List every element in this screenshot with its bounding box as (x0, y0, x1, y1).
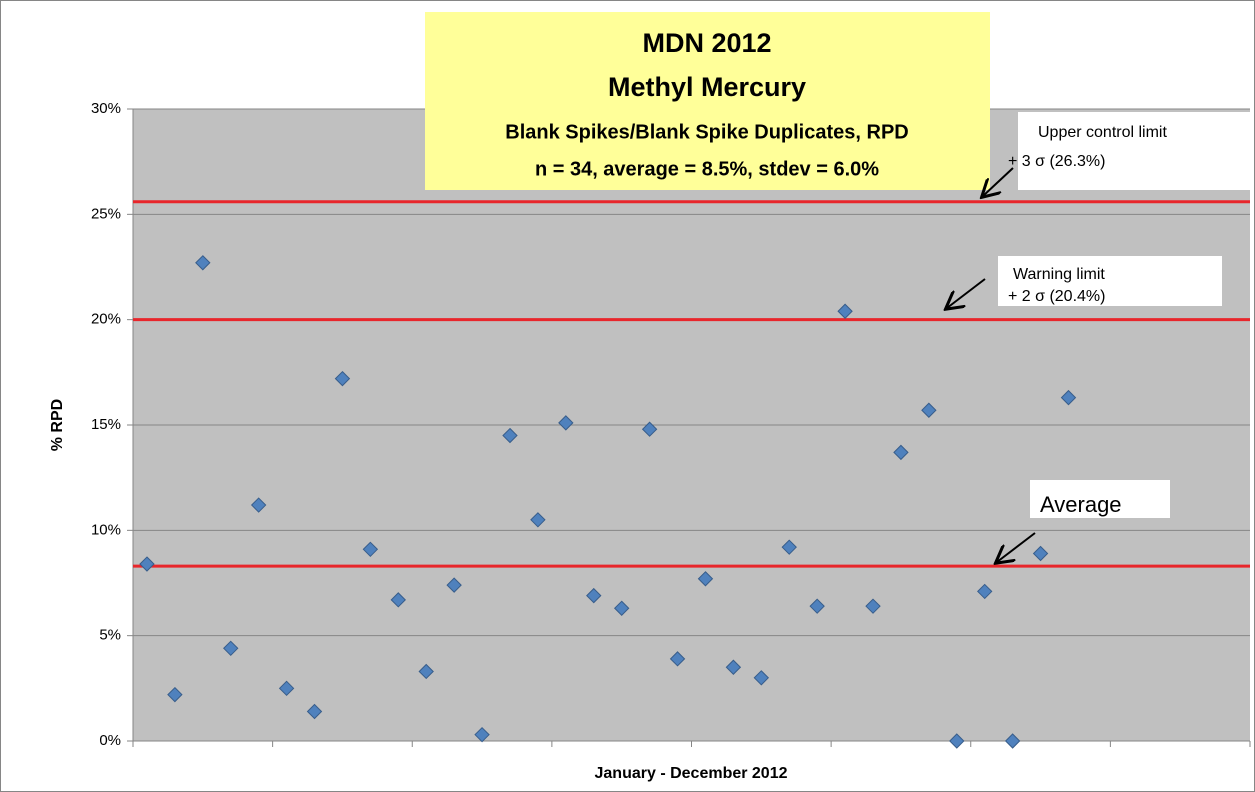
annotation: + 2 σ (20.4%) (1008, 288, 1105, 305)
y-tick-label: 5% (99, 627, 121, 644)
point (1060, 389, 1077, 406)
point (1032, 545, 1049, 562)
point (865, 598, 881, 614)
point (781, 539, 797, 555)
arrow (947, 278, 986, 308)
point (362, 541, 379, 558)
y-tick-label: 30% (91, 100, 121, 117)
y-tick-label: 10% (91, 521, 121, 538)
point (195, 255, 211, 271)
point (837, 303, 853, 319)
point (977, 583, 993, 600)
chart-subtitle: Blank Spikes/Blank Spike Duplicates, RPD (505, 121, 908, 143)
point (558, 415, 574, 431)
annotation: Warning limit (1013, 266, 1105, 283)
point (223, 640, 239, 657)
point (502, 427, 518, 444)
point (669, 651, 686, 667)
annotation: + 3 σ (26.3%) (1008, 153, 1105, 170)
point (809, 598, 825, 614)
y-tick-label: 0% (99, 732, 121, 749)
annotation-box (998, 256, 1222, 306)
chart-title: MDN 2012 (642, 28, 771, 58)
point (250, 497, 267, 513)
chart-title: Methyl Mercury (608, 72, 806, 102)
point (949, 733, 965, 749)
point (586, 587, 602, 604)
annotation-box (1018, 112, 1250, 190)
arrow (983, 167, 1014, 196)
title-box (425, 12, 990, 190)
annotation: Upper control limit (1038, 124, 1167, 141)
point (893, 444, 909, 461)
point (753, 670, 770, 686)
y-tick-label: 15% (91, 416, 121, 433)
point (1004, 733, 1021, 749)
point (725, 659, 742, 675)
point (446, 577, 462, 593)
plot-layer (127, 108, 1251, 749)
point (418, 663, 434, 680)
point (306, 703, 323, 720)
point (139, 556, 155, 572)
point (334, 370, 351, 387)
point (613, 600, 630, 616)
y-tick-label: 20% (91, 311, 121, 328)
chart-subtitle: n = 34, average = 8.5%, stdev = 6.0% (535, 158, 879, 180)
y-tick-label: 25% (91, 205, 121, 222)
point (530, 512, 546, 528)
y-axis-label: % RPD (49, 399, 66, 451)
arrow (997, 532, 1036, 562)
x-axis-label: January - December 2012 (595, 765, 788, 782)
point (390, 592, 406, 608)
annotation-box (1030, 480, 1170, 518)
point (278, 680, 295, 697)
point (641, 421, 658, 437)
point (921, 402, 937, 418)
annotation: Average (1040, 492, 1122, 517)
point (697, 571, 714, 587)
point (167, 686, 183, 703)
point (474, 726, 490, 743)
